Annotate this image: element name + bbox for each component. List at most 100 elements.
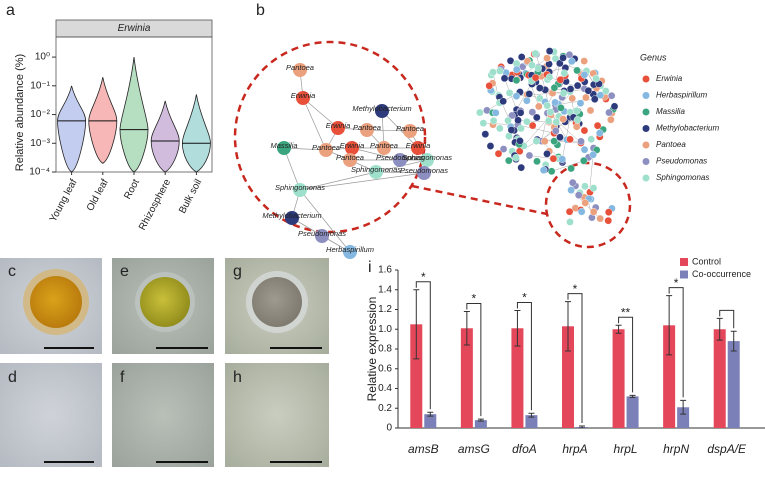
- node-label: Methylobacterium: [352, 104, 411, 113]
- network-node: [560, 90, 567, 97]
- network-node: [547, 109, 554, 116]
- network-node: [476, 109, 483, 116]
- network-node: [482, 131, 489, 138]
- network-node: [500, 98, 507, 105]
- panel-label: b: [256, 2, 265, 19]
- node-label: Sphingomonas: [275, 183, 325, 192]
- network-node: [487, 142, 494, 149]
- network-node: [574, 82, 581, 89]
- significance-label: *: [522, 291, 527, 305]
- network-node: [495, 150, 502, 157]
- panel-label: h: [233, 369, 242, 386]
- x-tick-label: dspA/E: [707, 442, 747, 456]
- network-node: [518, 164, 525, 171]
- y-tick-label: 1.6: [378, 265, 392, 276]
- network-node: [557, 104, 564, 111]
- colony: [252, 277, 302, 327]
- node-label: Erwinia: [406, 141, 431, 150]
- significance-label: *: [472, 292, 477, 306]
- legend-label: Control: [692, 256, 721, 266]
- network-node: [566, 51, 573, 58]
- network-node: [602, 87, 609, 94]
- network-node: [582, 199, 589, 206]
- violin: [182, 94, 210, 172]
- network-node: [512, 154, 519, 161]
- violin: [151, 101, 179, 172]
- network-node: [581, 183, 588, 190]
- network-node: [568, 58, 575, 65]
- network-node: [585, 87, 592, 94]
- network-node: [605, 209, 612, 216]
- network-node: [559, 115, 566, 122]
- significance-label: **: [621, 305, 631, 319]
- node-label: Erwinia: [326, 121, 351, 130]
- network-node: [577, 100, 584, 107]
- network-node: [573, 123, 580, 130]
- bar: [728, 341, 740, 428]
- network-node: [529, 122, 536, 129]
- network-node: [581, 146, 588, 153]
- panel-label: d: [8, 369, 17, 386]
- network-node: [533, 138, 540, 145]
- legend-swatch: [643, 175, 650, 182]
- network-node: [567, 187, 574, 194]
- network-node: [566, 208, 573, 215]
- legend-swatch: [643, 109, 650, 116]
- network-edge: [542, 113, 548, 141]
- y-axis-label: Relative expression: [365, 297, 379, 402]
- node-label: Sphingomonas: [402, 153, 452, 162]
- network-node: [552, 127, 559, 134]
- network-node: [486, 82, 493, 89]
- network-node: [577, 138, 584, 145]
- node-label: Pantoea: [336, 153, 364, 162]
- network-node: [581, 127, 588, 134]
- network-node: [544, 102, 551, 109]
- node-label: Erwinia: [291, 91, 316, 100]
- y-tick-label: 10⁻²: [30, 109, 50, 120]
- network-node: [566, 218, 573, 225]
- legend-label: Massilia: [656, 107, 685, 116]
- y-tick-label: 10⁻⁴: [29, 167, 50, 178]
- legend-swatch: [643, 125, 650, 132]
- legend-swatch: [680, 271, 688, 279]
- x-tick-label: amsB: [408, 442, 439, 456]
- network-node: [611, 103, 618, 110]
- network-node: [594, 122, 601, 129]
- network-node: [533, 158, 540, 165]
- x-tick-label: Bulk soil: [177, 177, 204, 215]
- network-node: [590, 184, 597, 191]
- network-node: [550, 155, 557, 162]
- x-tick-label: Young leaf: [48, 177, 80, 224]
- bar: [714, 329, 726, 428]
- network-node: [506, 89, 513, 96]
- zoom-circle: [235, 42, 425, 232]
- legend-title: Genus: [640, 52, 667, 62]
- network-node: [566, 136, 573, 143]
- network-node: [605, 217, 612, 224]
- network-node: [567, 85, 574, 92]
- x-tick-label: Old leaf: [85, 177, 111, 213]
- network-node: [573, 107, 580, 114]
- x-tick-label: dfoA: [512, 442, 537, 456]
- x-tick-label: Rhizosphere: [137, 177, 173, 232]
- legend-swatch: [643, 76, 650, 83]
- network-node: [496, 67, 503, 74]
- colony: [30, 276, 82, 328]
- network-node: [556, 134, 563, 141]
- y-tick-label: 1.0: [378, 324, 392, 335]
- network-edge: [300, 190, 350, 252]
- network-node: [489, 69, 496, 76]
- violin: [89, 77, 117, 163]
- node-label: Pseudomonas: [298, 229, 346, 238]
- chart-title: Erwinia: [118, 23, 151, 34]
- node-label: Herbaspirillum: [326, 245, 374, 254]
- network-node: [578, 208, 585, 215]
- network-node: [590, 151, 597, 158]
- bar: [613, 329, 625, 428]
- network-node: [501, 75, 508, 82]
- node-label: Pantoea: [396, 124, 424, 133]
- network-node: [587, 107, 594, 114]
